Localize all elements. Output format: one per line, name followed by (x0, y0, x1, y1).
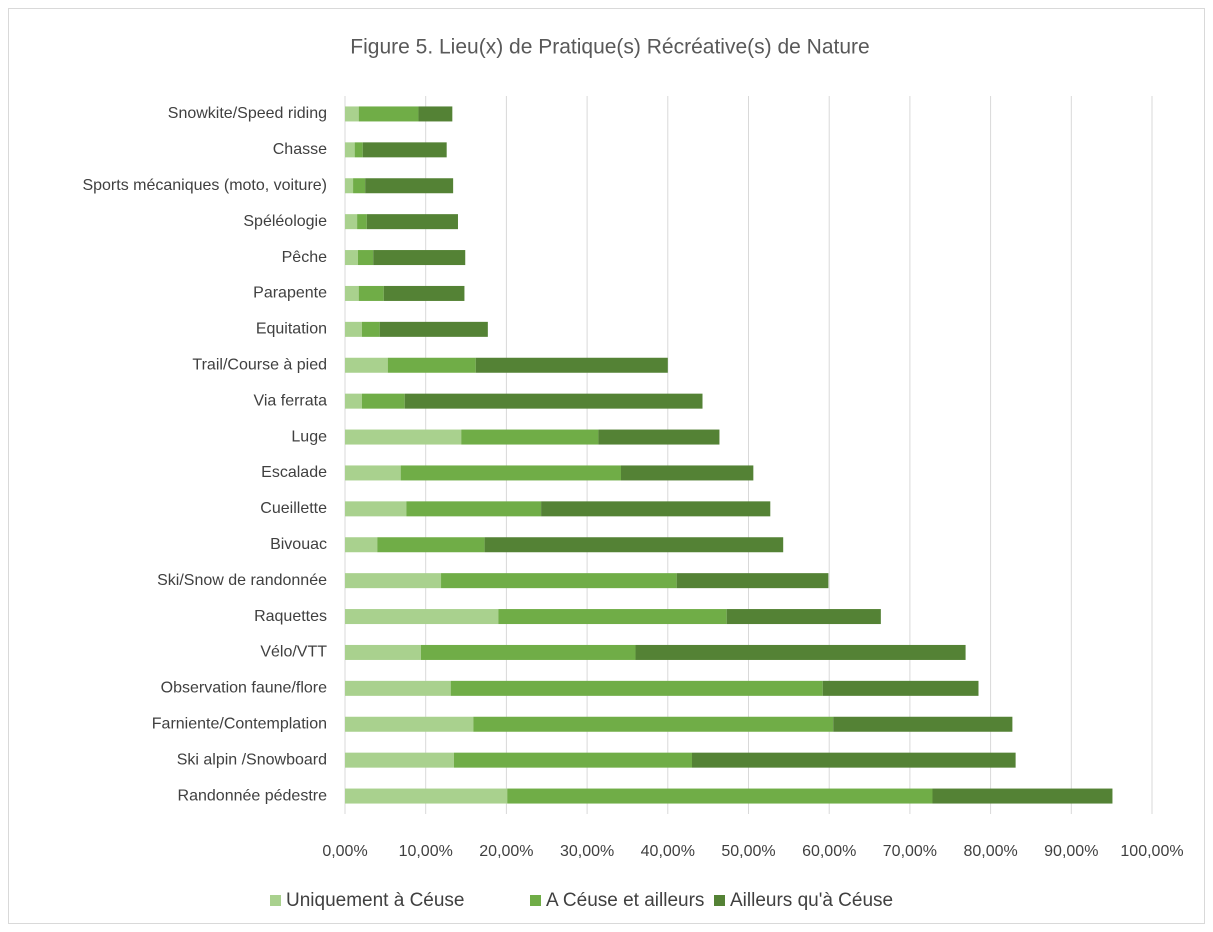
bar-segment (420, 644, 636, 660)
bar-segment (366, 214, 458, 230)
y-tick-label: Farniente/Contemplation (152, 715, 327, 732)
bar-segment (345, 537, 378, 553)
bar-segment (692, 752, 1016, 768)
bar-segment (361, 321, 380, 337)
bar-segment (418, 106, 453, 122)
bar-segment (507, 788, 933, 804)
x-tick-label: 80,00% (963, 843, 1017, 860)
bar-segment (345, 178, 354, 194)
chart-title: Figure 5. Lieu(x) de Pratique(s) Récréat… (350, 36, 869, 59)
bar-segment (475, 357, 668, 373)
bar-segment (598, 429, 720, 445)
x-tick-label: 40,00% (641, 843, 695, 860)
bar-segment (345, 573, 442, 589)
bar-segment (932, 788, 1113, 804)
x-tick-label: 50,00% (721, 843, 775, 860)
bar-segment (345, 609, 499, 625)
bar-segment (387, 357, 476, 373)
bar-segment (365, 178, 454, 194)
y-tick-label: Escalade (261, 464, 327, 481)
x-tick-label: 90,00% (1044, 843, 1098, 860)
bar-segment (345, 465, 401, 481)
x-tick-label: 0,00% (322, 843, 367, 860)
bar-segment (345, 501, 407, 517)
bar-segment (541, 501, 771, 517)
bar-segment (400, 465, 621, 481)
bar-segment (379, 321, 488, 337)
y-tick-label: Raquettes (254, 608, 327, 625)
legend-label: Uniquement à Céuse (286, 890, 465, 911)
bar-segment (357, 250, 374, 266)
x-tick-label: 60,00% (802, 843, 856, 860)
x-tick-label: 10,00% (399, 843, 453, 860)
legend-swatch (530, 895, 541, 906)
y-tick-label: Chasse (273, 141, 327, 158)
y-tick-label: Ski/Snow de randonnée (157, 572, 327, 589)
y-tick-label: Cueillette (260, 500, 327, 517)
y-tick-label: Observation faune/flore (161, 680, 327, 697)
y-tick-label: Randonnée pédestre (178, 787, 328, 804)
x-tick-label: 70,00% (883, 843, 937, 860)
bar-segment (345, 321, 362, 337)
bar-segment (345, 357, 388, 373)
bar-segment (345, 429, 462, 445)
bar-segment (404, 393, 703, 409)
bar-segment (345, 142, 355, 158)
bar-segment (345, 716, 474, 732)
bar-segment (377, 537, 485, 553)
bar-segment (345, 788, 508, 804)
legend-label: A Céuse et ailleurs (546, 890, 704, 911)
bar-segment (358, 106, 419, 122)
bar-segment (345, 680, 451, 696)
y-tick-label: Pêche (282, 249, 327, 266)
bar-segment (726, 609, 881, 625)
bar-segment (406, 501, 542, 517)
y-tick-label: Sports mécaniques (moto, voiture) (82, 177, 327, 194)
x-tick-label: 100,00% (1120, 843, 1183, 860)
bar-segment (354, 142, 363, 158)
bar-segment (345, 106, 359, 122)
bar-segment (473, 716, 834, 732)
bar-segment (345, 644, 421, 660)
bar-segment (635, 644, 966, 660)
bar-segment (461, 429, 599, 445)
bar-segment (345, 393, 362, 409)
legend-swatch (714, 895, 725, 906)
bar-segment (383, 285, 465, 301)
y-tick-label: Trail/Course à pied (192, 356, 327, 373)
bar-segment (357, 214, 367, 230)
bar-segment (353, 178, 366, 194)
bar-segment (345, 250, 358, 266)
y-tick-label: Spéléologie (243, 213, 327, 230)
bar-segment (441, 573, 677, 589)
x-tick-label: 20,00% (479, 843, 533, 860)
bar-segment (822, 680, 979, 696)
y-tick-label: Ski alpin /Snowboard (177, 751, 327, 768)
bar-segment (676, 573, 829, 589)
bar-segment (498, 609, 727, 625)
legend-swatch (270, 895, 281, 906)
bar-segment (620, 465, 754, 481)
bar-segment (358, 285, 384, 301)
x-tick-label: 30,00% (560, 843, 614, 860)
bar-segment (361, 393, 405, 409)
y-tick-label: Equitation (256, 321, 327, 338)
bar-segment (345, 214, 358, 230)
y-tick-label: Vélo/VTT (260, 644, 327, 661)
y-tick-label: Snowkite/Speed riding (168, 105, 327, 122)
bar-segment (345, 752, 454, 768)
bar-segment (833, 716, 1013, 732)
bar-segment (345, 285, 359, 301)
bar-segment (450, 680, 823, 696)
legend-label: Ailleurs qu'à Céuse (730, 890, 893, 911)
bar-segment (373, 250, 466, 266)
y-tick-label: Luge (291, 428, 327, 445)
y-tick-label: Parapente (253, 285, 327, 302)
bar-segment (484, 537, 784, 553)
y-tick-label: Via ferrata (253, 392, 327, 409)
bar-segment (453, 752, 693, 768)
y-tick-label: Bivouac (270, 536, 327, 553)
bar-segment (362, 142, 447, 158)
